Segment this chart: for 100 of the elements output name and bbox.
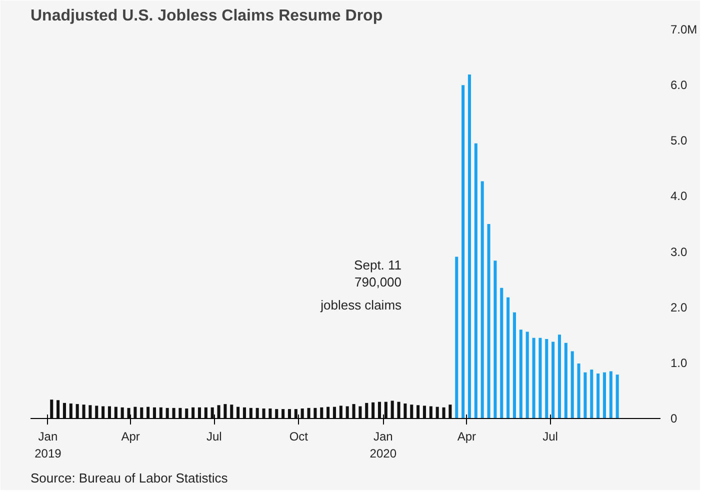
- bar: [275, 409, 278, 418]
- bar: [294, 409, 298, 418]
- bar: [442, 407, 446, 418]
- bar: [217, 405, 220, 418]
- bar: [120, 407, 124, 418]
- y-tick-label: 7.0M: [670, 22, 698, 36]
- y-tick-label: 6.0: [670, 78, 688, 92]
- bar: [378, 402, 381, 418]
- bar: [558, 334, 561, 418]
- bar: [108, 406, 111, 418]
- bar: [249, 408, 252, 418]
- bar: [300, 408, 304, 418]
- y-tick-label: 2.0: [670, 300, 688, 314]
- bar: [410, 404, 414, 418]
- bar: [596, 373, 600, 418]
- bar: [76, 404, 79, 418]
- bar: [397, 402, 400, 418]
- bar: [146, 406, 150, 418]
- bar: [462, 85, 465, 418]
- y-tick-label: 0: [670, 412, 678, 426]
- bar: [564, 342, 568, 418]
- bar: [102, 406, 105, 418]
- bar: [114, 406, 118, 418]
- bar: [552, 342, 555, 418]
- x-tick-label: Oct: [289, 430, 309, 444]
- bar: [159, 407, 162, 418]
- bar: [570, 351, 574, 418]
- bar: [224, 404, 227, 418]
- bar: [339, 406, 342, 418]
- bar: [172, 408, 176, 418]
- bar: [590, 370, 594, 418]
- bar: [88, 405, 92, 418]
- bar: [365, 402, 368, 418]
- bar: [500, 288, 504, 418]
- bar: [262, 408, 266, 418]
- bar: [62, 402, 66, 418]
- bar: [372, 402, 375, 418]
- bar: [538, 338, 542, 418]
- bar: [198, 407, 201, 418]
- bar: [519, 330, 522, 418]
- y-tick-label: 4.0: [670, 189, 688, 204]
- x-tick-label: Jan 2020: [370, 430, 397, 460]
- bar: [282, 409, 285, 418]
- x-tick-label: Apr: [121, 430, 140, 444]
- chart-title: Unadjusted U.S. Jobless Claims Resume Drop: [30, 8, 383, 24]
- bar: [178, 408, 182, 418]
- bar: [82, 404, 86, 418]
- y-tick-label: 5.0: [670, 134, 688, 148]
- bar: [352, 404, 356, 418]
- bar: [416, 405, 420, 418]
- bar: [616, 374, 619, 418]
- bar: [448, 404, 452, 418]
- bar: [384, 402, 388, 418]
- bar: [506, 297, 510, 418]
- bar: [256, 408, 259, 418]
- bar: [152, 407, 156, 418]
- bar: [468, 74, 471, 418]
- bar: [69, 403, 72, 418]
- bar: [532, 338, 536, 418]
- bar: [134, 406, 137, 418]
- bar: [230, 404, 234, 418]
- bar: [455, 256, 458, 418]
- bar: [236, 406, 240, 418]
- bar: [326, 406, 330, 418]
- y-tick-label: 3.0: [670, 244, 688, 259]
- bar: [95, 406, 98, 418]
- bar: [332, 406, 336, 418]
- x-tick-label: Apr: [457, 430, 476, 444]
- bar: [487, 224, 490, 418]
- bar: [577, 363, 580, 418]
- annotation: Sept. 11 790,000 jobless claims: [320, 257, 402, 312]
- bar: [204, 407, 208, 418]
- bar: [474, 143, 478, 418]
- bar: [210, 407, 214, 418]
- bar: [268, 408, 272, 418]
- bar: [609, 371, 612, 418]
- x-tick-label: Jan 2019: [34, 430, 62, 460]
- source-note: Source: Bureau of Labor Statistics: [30, 470, 228, 486]
- bar: [545, 339, 548, 418]
- bar: [56, 400, 60, 418]
- bar: [140, 407, 144, 418]
- bar: [480, 181, 484, 418]
- bar: [314, 408, 317, 418]
- bar: [346, 406, 349, 418]
- bar: [512, 312, 516, 418]
- x-tick-label: Jul: [206, 430, 222, 444]
- bar: [494, 260, 497, 418]
- y-tick-label: 1.0: [670, 356, 688, 370]
- bar: [404, 403, 407, 418]
- bar: [358, 406, 362, 418]
- x-tick-label: Jul: [542, 430, 558, 444]
- bar: [390, 400, 394, 418]
- bar: [288, 409, 291, 418]
- bar: [242, 407, 246, 418]
- bar: [429, 406, 432, 418]
- bar: [602, 372, 606, 418]
- bar: [320, 407, 324, 418]
- bar: [166, 408, 169, 418]
- bar: [192, 407, 195, 418]
- bar: [526, 332, 529, 418]
